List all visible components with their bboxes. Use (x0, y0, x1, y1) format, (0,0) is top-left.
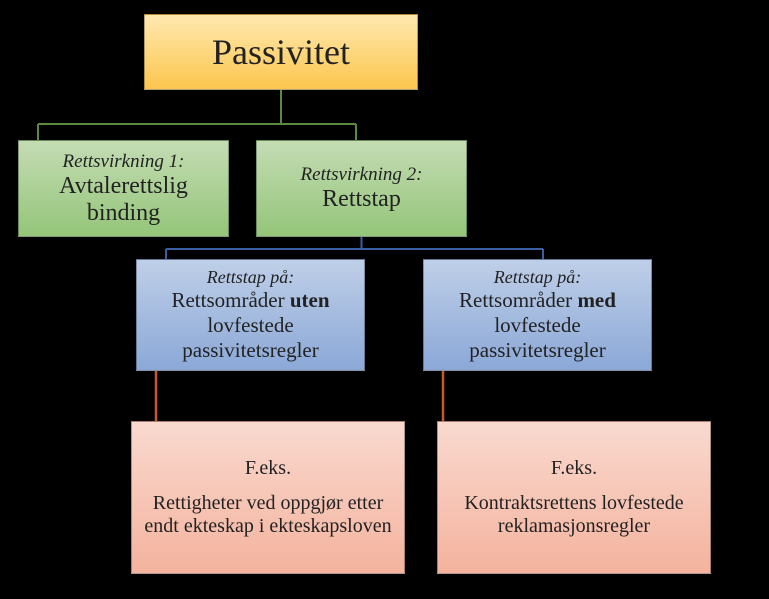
orange-left-t1: F.eks. (245, 457, 291, 480)
orange-right-t1: F.eks. (551, 457, 597, 480)
blue-right-subtitle: Rettstap på: (494, 267, 582, 288)
node-blue-left: Rettstap på: Rettsområder uten lovfested… (136, 259, 365, 371)
node-green-right: Rettsvirkning 2: Rettstap (256, 140, 467, 237)
green-right-subtitle: Rettsvirkning 2: (301, 164, 423, 186)
node-orange-left: F.eks. Rettigheter ved oppgjør etter end… (131, 421, 405, 574)
green-left-subtitle: Rettsvirkning 1: (63, 151, 185, 173)
orange-left-t2: Rettigheter ved oppgjør etter endt ektes… (132, 492, 404, 538)
blue-left-l2: lovfestede (207, 313, 293, 338)
green-left-line1: Avtalerettslig (59, 173, 188, 200)
node-root: Passivitet (144, 14, 418, 90)
blue-right-l2: lovfestede (494, 313, 580, 338)
green-left-line2: binding (87, 200, 160, 227)
blue-right-l1: Rettsområder med (459, 288, 616, 313)
node-orange-right: F.eks. Kontraktsrettens lovfestede rekla… (437, 421, 711, 574)
node-green-left: Rettsvirkning 1: Avtalerettslig binding (18, 140, 229, 237)
green-right-line1: Rettstap (322, 186, 401, 213)
orange-right-t2: Kontraktsrettens lovfestede reklamasjons… (438, 492, 710, 538)
blue-left-l1: Rettsområder uten (171, 288, 329, 313)
root-label: Passivitet (212, 31, 350, 73)
blue-left-subtitle: Rettstap på: (207, 267, 295, 288)
node-blue-right: Rettstap på: Rettsområder med lovfestede… (423, 259, 652, 371)
blue-left-l3: passivitetsregler (182, 338, 318, 363)
blue-right-l3: passivitetsregler (469, 338, 605, 363)
